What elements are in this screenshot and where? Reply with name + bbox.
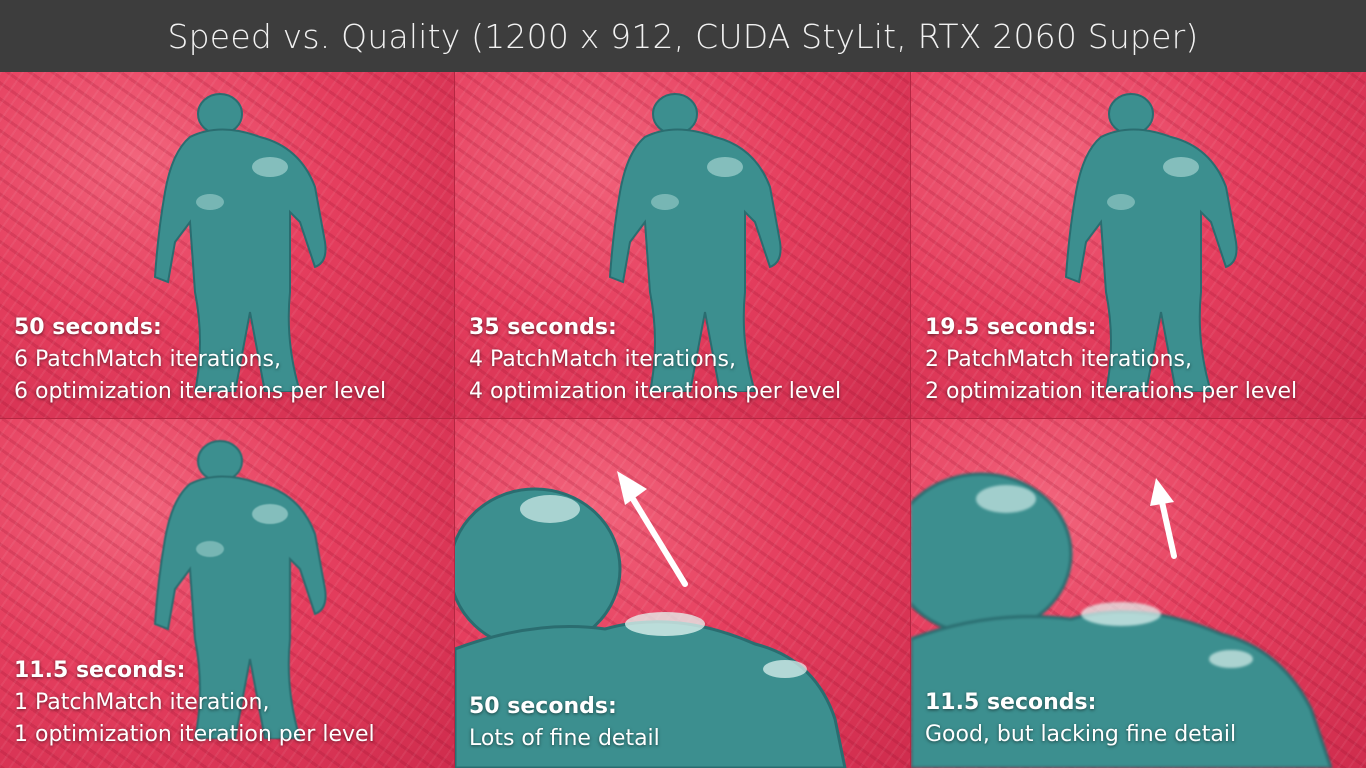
caption-line: 1 PatchMatch iteration, [14,690,270,715]
panel-caption: 11.5 seconds: 1 PatchMatch iteration, 1 … [14,655,375,751]
figure-illustration [1064,93,1238,392]
figure-illustration [608,93,782,392]
caption-line: 4 PatchMatch iterations, [469,347,736,372]
caption-line: Good, but lacking fine detail [925,722,1237,747]
panel-caption: 11.5 seconds: Good, but lacking fine det… [925,687,1236,751]
caption-line: 6 PatchMatch iterations, [14,347,281,372]
slide-title-bar: Speed vs. Quality (1200 x 912, CUDA StyL… [0,0,1366,72]
time-label: 19.5 seconds: [925,315,1097,340]
panel-50s-zoom: 50 seconds: Lots of fine detail [455,419,911,768]
time-label: 35 seconds: [469,315,617,340]
panel-11-5s-full: 11.5 seconds: 1 PatchMatch iteration, 1 … [0,419,455,768]
time-label: 50 seconds: [469,694,617,719]
panel-50s-full: 50 seconds: 6 PatchMatch iterations, 6 o… [0,72,455,419]
caption-line: 4 optimization iterations per level [469,379,842,404]
panel-caption: 35 seconds: 4 PatchMatch iterations, 4 o… [469,312,841,408]
figure-illustration [153,440,327,739]
time-label: 11.5 seconds: [925,690,1097,715]
caption-line: 2 PatchMatch iterations, [925,347,1192,372]
slide-title: Speed vs. Quality (1200 x 912, CUDA StyL… [167,16,1199,56]
zoomed-figure-illustration [455,487,847,768]
arrow-icon [1150,478,1177,559]
panel-35s-full: 35 seconds: 4 PatchMatch iterations, 4 o… [455,72,911,419]
caption-line: Lots of fine detail [469,726,660,751]
time-label: 11.5 seconds: [14,658,186,683]
figure-illustration [153,93,327,392]
caption-line: 2 optimization iterations per level [925,379,1298,404]
panel-caption: 50 seconds: 6 PatchMatch iterations, 6 o… [14,312,386,408]
panel-caption: 50 seconds: Lots of fine detail [469,691,660,755]
comparison-grid: 50 seconds: 6 PatchMatch iterations, 6 o… [0,72,1366,768]
time-label: 50 seconds: [14,315,162,340]
caption-line: 1 optimization iteration per level [14,722,375,747]
panel-caption: 19.5 seconds: 2 PatchMatch iterations, 2… [925,312,1297,408]
panel-11-5s-zoom: 11.5 seconds: Good, but lacking fine det… [911,419,1366,768]
arrow-icon [617,471,688,587]
panel-19-5s-full: 19.5 seconds: 2 PatchMatch iterations, 2… [911,72,1366,419]
zoomed-figure-illustration [911,472,1333,768]
caption-line: 6 optimization iterations per level [14,379,387,404]
